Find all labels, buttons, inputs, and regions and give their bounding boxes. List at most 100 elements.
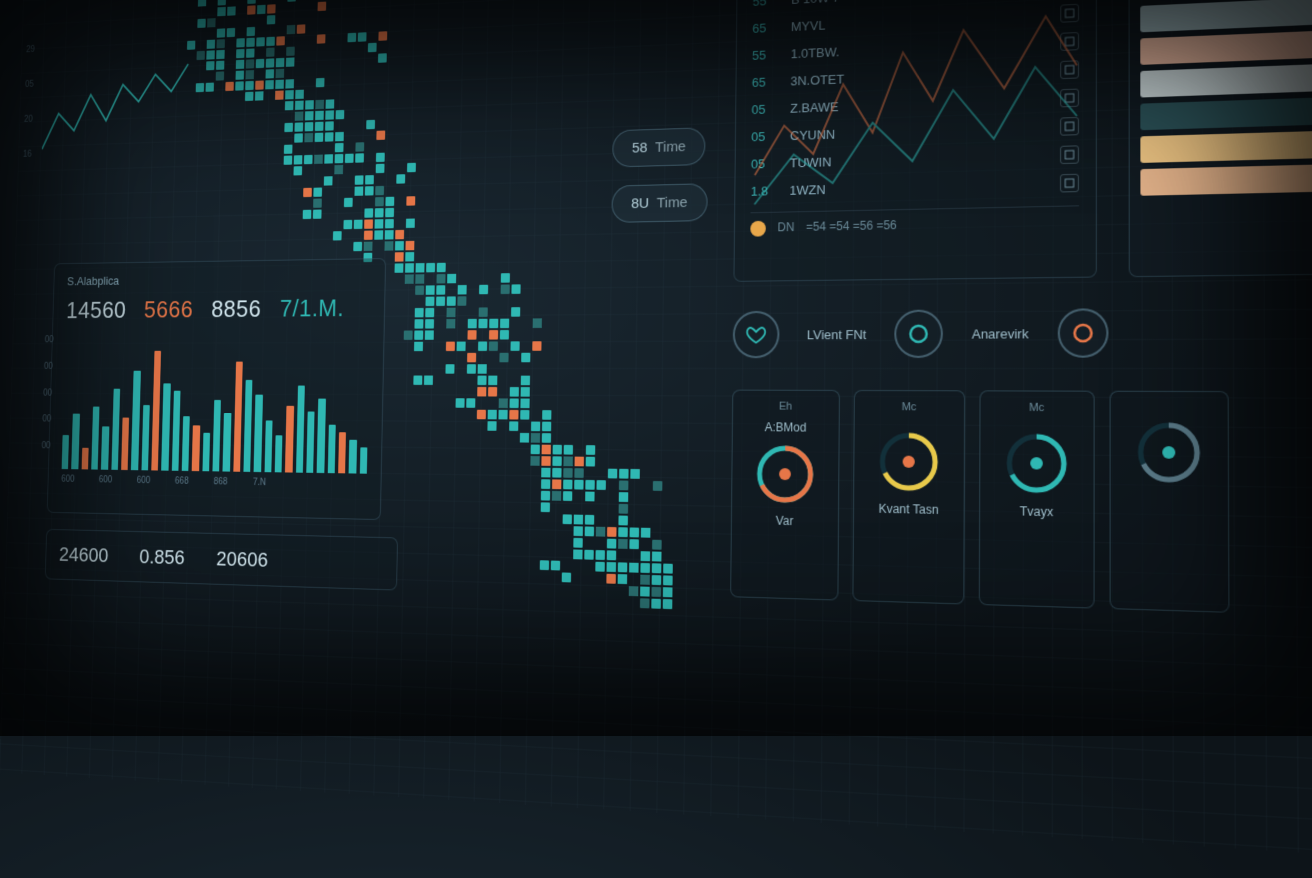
swatch[interactable]	[1140, 64, 1312, 98]
row-icon[interactable]	[1060, 4, 1079, 23]
bar	[296, 386, 305, 473]
bar	[111, 389, 120, 470]
row-icon[interactable]	[1060, 117, 1079, 136]
bar	[71, 414, 79, 470]
gauge-caption: A:BMod	[764, 420, 806, 434]
swatch[interactable]	[1140, 0, 1312, 32]
footer-seq: =54 =54 =56 =56	[806, 218, 897, 236]
row-val: TUWIN	[790, 148, 1050, 170]
row-key: 05	[751, 101, 780, 117]
metric-4: 7/1.M.	[279, 294, 344, 323]
action-row: LVient FNt Anarevirk	[733, 308, 1109, 358]
x-label: 7.N	[253, 477, 266, 487]
gauge-ring	[1134, 419, 1204, 487]
row-icon[interactable]	[1060, 174, 1079, 193]
bar	[81, 448, 88, 470]
gauge-card[interactable]: Mc Tvayx	[979, 390, 1095, 608]
gauge-row: Eh A:BMod VarMc Kvant TasnMc Tvayx	[730, 390, 1229, 613]
x-labels: 6006006006688687.N	[61, 474, 367, 489]
y-tick: 00	[41, 441, 50, 451]
x-label: 600	[99, 475, 113, 485]
row-val: 3N.OTET	[790, 63, 1049, 88]
y-tick: 00	[44, 362, 53, 372]
bar	[101, 426, 109, 469]
bar	[131, 371, 140, 470]
gauge-ring	[876, 429, 941, 494]
bar	[254, 395, 263, 472]
row-val: 1.0TBW.	[791, 35, 1050, 61]
metric-1: 14560	[66, 296, 127, 324]
row-key: 55	[753, 0, 782, 8]
datalist-footer: DN =54 =54 =56 =56	[750, 214, 1079, 236]
heart-icon	[745, 324, 767, 346]
action-circle-orange[interactable]	[1058, 308, 1109, 358]
gauge-card[interactable]	[1110, 391, 1230, 613]
stat-row: 24600 0.856 20606	[45, 529, 398, 591]
pill-prefix: 8U	[631, 195, 649, 212]
bar	[233, 362, 243, 472]
row-val: CYUNN	[790, 119, 1050, 142]
bar	[161, 383, 170, 470]
x-label: 600	[61, 474, 75, 484]
bar	[285, 406, 294, 473]
row-val: 1WZN	[789, 176, 1049, 197]
metric-3: 8856	[211, 295, 262, 324]
bar	[91, 407, 99, 470]
bar	[349, 440, 357, 474]
action-label-2: Anarevirk	[972, 326, 1029, 341]
row-key: 05	[751, 128, 780, 144]
row-icon[interactable]	[1060, 32, 1079, 51]
pill-prefix: 58	[632, 140, 648, 157]
bar	[338, 432, 346, 473]
swatch[interactable]	[1140, 30, 1312, 65]
y-tick: 00	[43, 388, 52, 398]
row-icon[interactable]	[1060, 60, 1079, 79]
bar	[182, 416, 190, 471]
row-key: 65	[752, 19, 781, 35]
topline-tick: 16	[23, 150, 32, 160]
row-val: Z.BAWE	[790, 91, 1050, 115]
bar	[275, 435, 283, 472]
y-ticks: 00 00 00 00 00	[41, 335, 53, 451]
x-label: 600	[136, 476, 150, 486]
circle-icon	[1072, 322, 1095, 345]
gauge-card[interactable]: Eh A:BMod Var	[730, 390, 840, 601]
bar	[243, 380, 252, 472]
action-heart[interactable]	[733, 311, 780, 358]
coin-icon	[750, 221, 766, 237]
metric-2: 5666	[144, 295, 194, 323]
analytics-panel: S.Alabplica 14560 5666 8856 7/1.M. 00 00…	[47, 258, 386, 520]
topline-tick: 29	[26, 45, 35, 55]
swatch[interactable]	[1140, 164, 1312, 196]
row-icon[interactable]	[1060, 89, 1079, 108]
row-key: 55	[752, 47, 781, 63]
stat-1: 24600	[59, 543, 109, 568]
gauge-card[interactable]: Mc Kvant Tasn	[852, 390, 965, 605]
row-icon[interactable]	[1060, 145, 1079, 164]
swatch[interactable]	[1140, 97, 1312, 130]
y-tick: 00	[45, 335, 54, 345]
action-circle-teal[interactable]	[894, 310, 943, 358]
pill-label: Time	[655, 138, 686, 155]
gauge-sub: Kvant Tasn	[879, 502, 939, 517]
bar	[223, 413, 231, 472]
action-label-1: LVient FNt	[807, 327, 867, 342]
circle-icon	[908, 323, 930, 345]
gauge-sub: Tvayx	[1020, 504, 1054, 519]
bar	[172, 391, 181, 471]
bar	[359, 447, 367, 473]
divider	[751, 205, 1079, 213]
swatch[interactable]	[1140, 130, 1312, 162]
topline-tick: 05	[25, 80, 34, 90]
gauge-ring	[1003, 430, 1070, 497]
gauge-head: Mc	[1029, 402, 1044, 414]
bar	[212, 400, 221, 471]
bar	[317, 399, 326, 473]
row-key: 1.8	[751, 183, 780, 198]
side-panel	[1129, 0, 1312, 277]
time-pill-1[interactable]: 58 Time	[612, 127, 706, 167]
x-label: 668	[175, 476, 189, 486]
row-key: 65	[752, 74, 781, 90]
time-pill-2[interactable]: 8U Time	[611, 183, 707, 223]
gauge-head: Mc	[902, 401, 917, 413]
